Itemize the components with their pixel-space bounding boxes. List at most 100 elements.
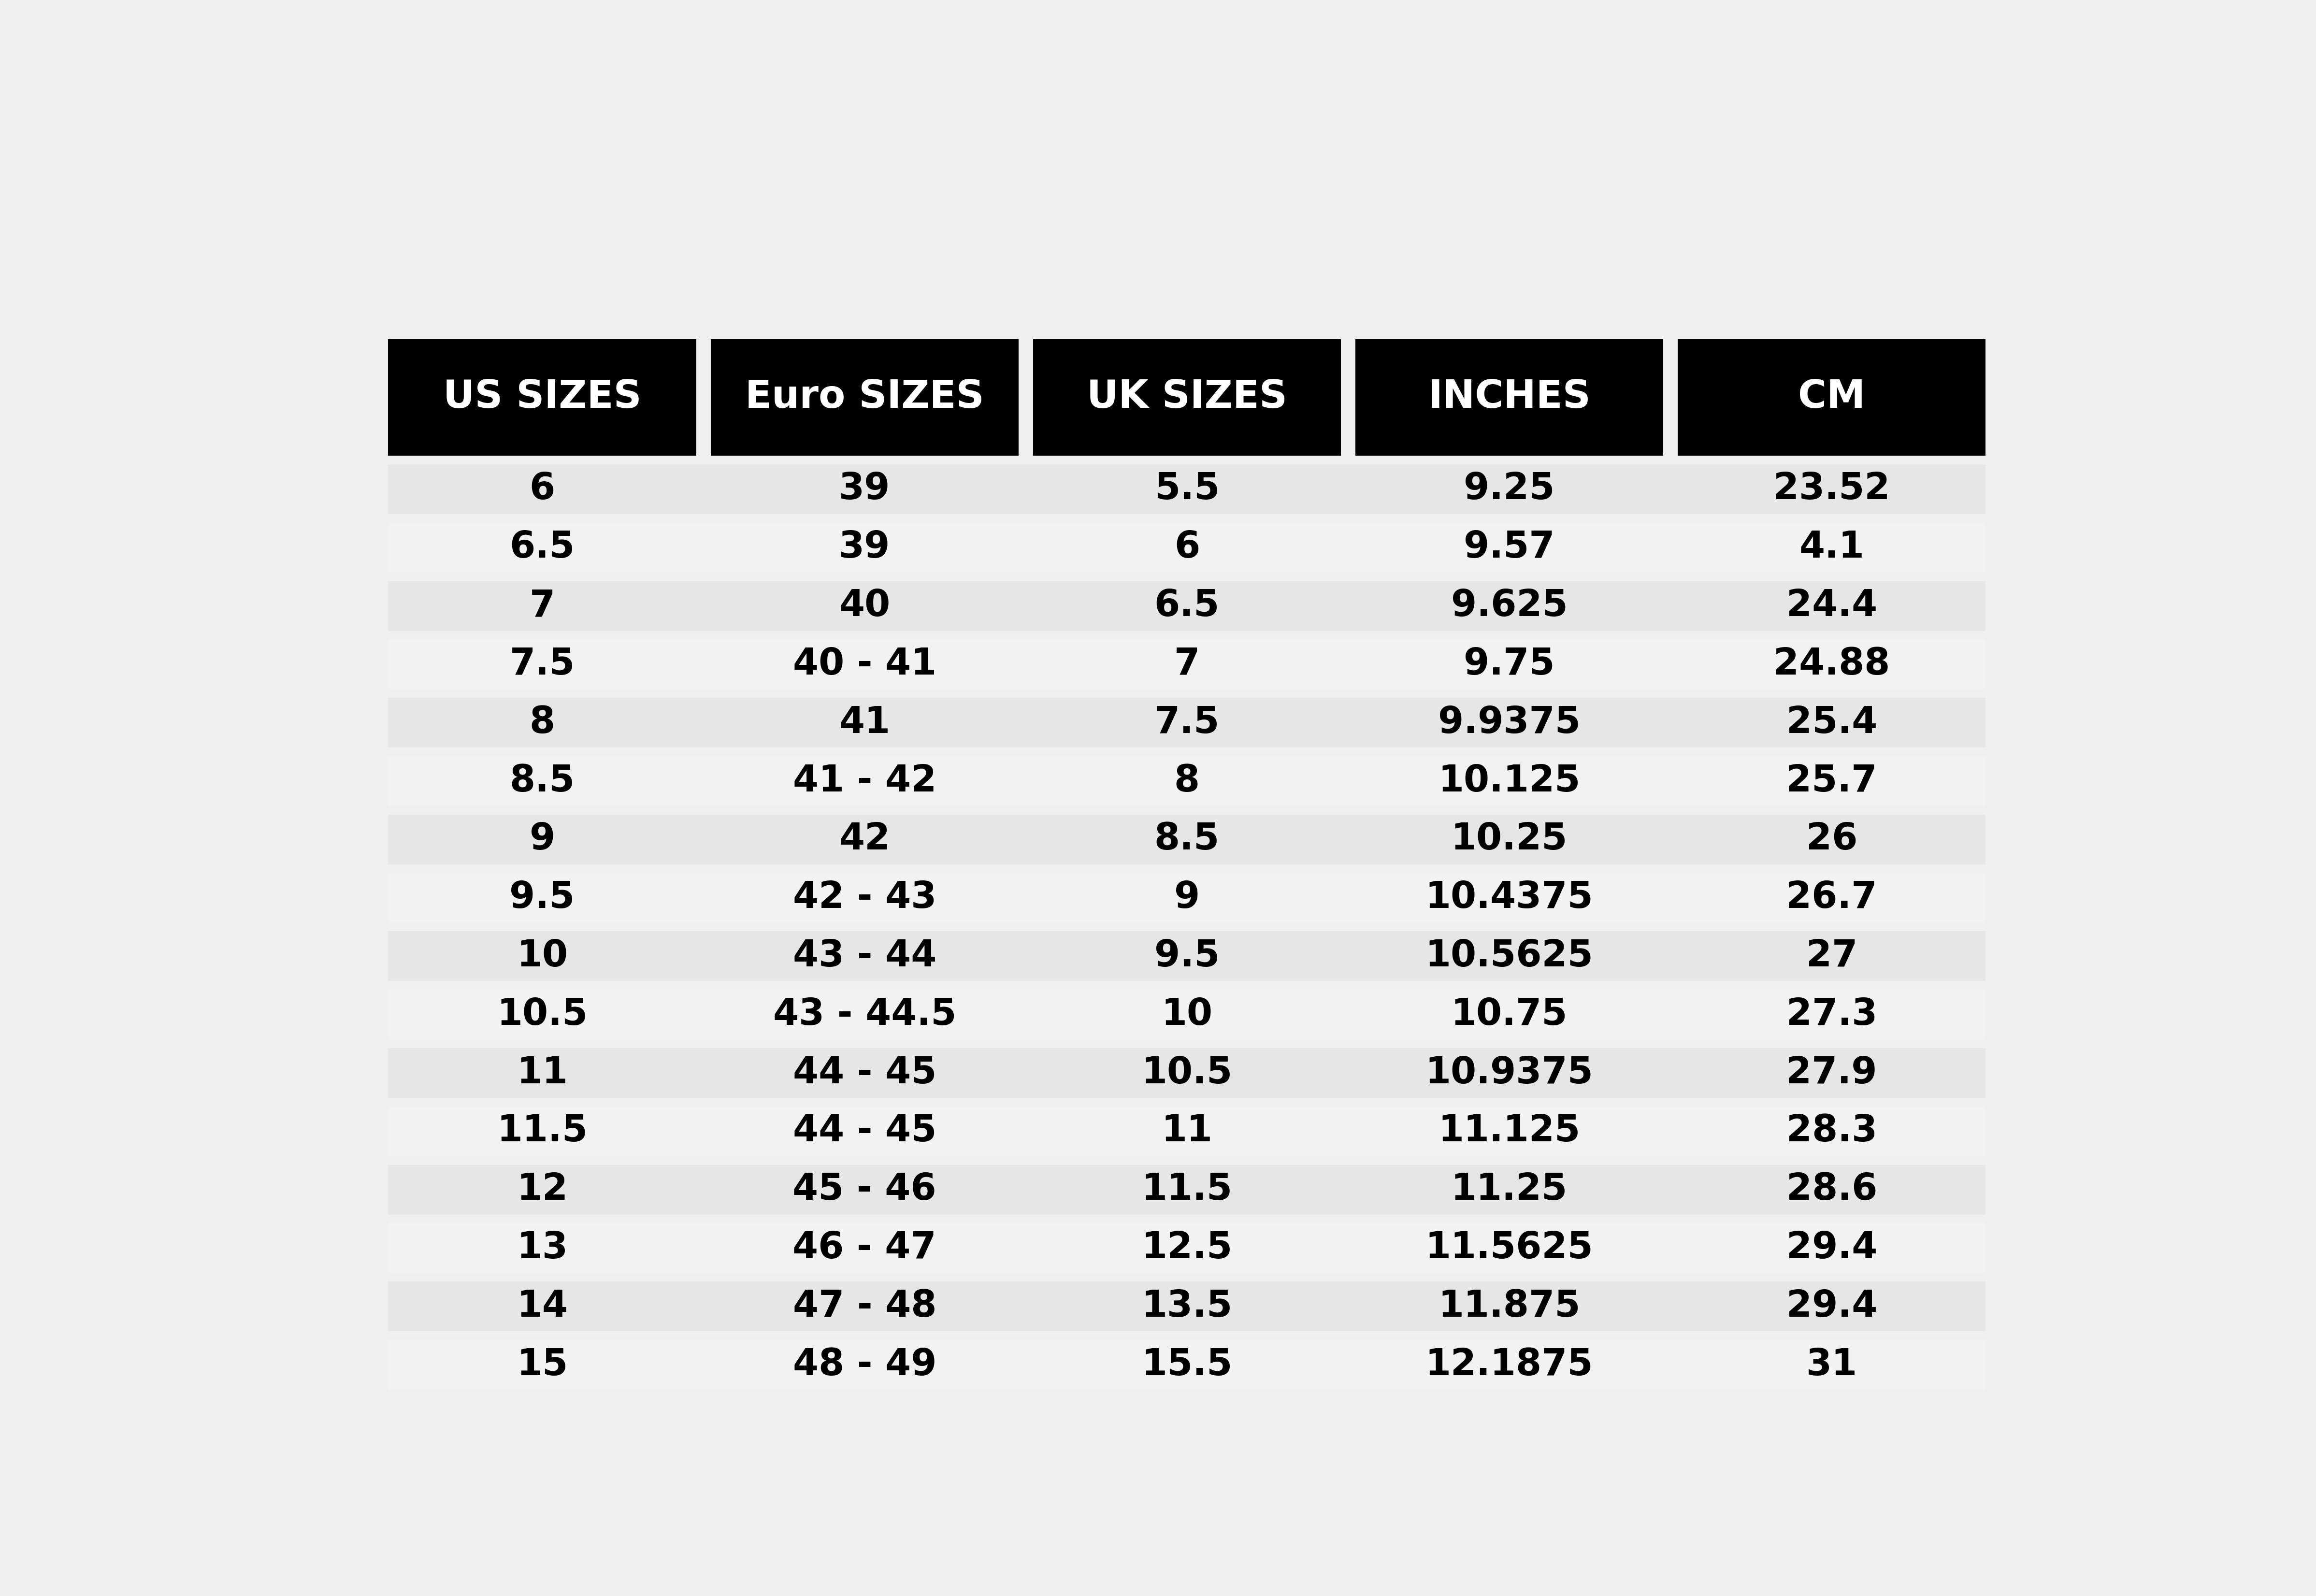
Text: 11: 11 xyxy=(1160,1114,1214,1149)
Text: 40 - 41: 40 - 41 xyxy=(792,646,936,681)
Text: 8.5: 8.5 xyxy=(1153,822,1221,857)
Text: 10.5625: 10.5625 xyxy=(1424,938,1593,974)
Bar xyxy=(389,1106,1985,1156)
Text: 7.5: 7.5 xyxy=(1153,705,1221,741)
Text: 11.5625: 11.5625 xyxy=(1424,1231,1593,1266)
Bar xyxy=(389,990,1985,1039)
Text: 39: 39 xyxy=(838,530,889,565)
Bar xyxy=(1033,338,1341,456)
Text: 9.57: 9.57 xyxy=(1464,530,1554,565)
Text: 13.5: 13.5 xyxy=(1142,1288,1232,1325)
Text: 9.9375: 9.9375 xyxy=(1438,705,1580,741)
Text: 44 - 45: 44 - 45 xyxy=(792,1055,936,1090)
Bar xyxy=(389,932,1985,982)
Bar xyxy=(389,873,1985,922)
Text: 15.5: 15.5 xyxy=(1142,1347,1232,1382)
Text: 11.5: 11.5 xyxy=(1142,1171,1232,1208)
Text: 9: 9 xyxy=(530,822,556,857)
Text: 13: 13 xyxy=(516,1231,567,1266)
Text: 10.25: 10.25 xyxy=(1452,822,1568,857)
Text: 12.5: 12.5 xyxy=(1142,1231,1232,1266)
Text: 15: 15 xyxy=(516,1347,567,1382)
Text: 24.88: 24.88 xyxy=(1774,646,1890,681)
Text: 25.7: 25.7 xyxy=(1786,763,1878,800)
Text: 9.5: 9.5 xyxy=(1153,938,1221,974)
Text: UK SIZES: UK SIZES xyxy=(1086,378,1288,417)
Text: 40: 40 xyxy=(838,587,889,624)
Text: 24.4: 24.4 xyxy=(1786,587,1878,624)
Text: 12.1875: 12.1875 xyxy=(1424,1347,1593,1382)
Text: 11.125: 11.125 xyxy=(1438,1114,1580,1149)
Text: 11.25: 11.25 xyxy=(1452,1171,1568,1208)
Text: 14: 14 xyxy=(516,1288,567,1325)
Text: 10: 10 xyxy=(1160,998,1214,1033)
Bar xyxy=(389,523,1985,573)
Bar xyxy=(389,1049,1985,1098)
Text: 11.5: 11.5 xyxy=(496,1114,588,1149)
Text: Euro SIZES: Euro SIZES xyxy=(746,378,984,417)
Text: US SIZES: US SIZES xyxy=(442,378,642,417)
Bar xyxy=(389,1341,1985,1390)
Text: 12: 12 xyxy=(516,1171,567,1208)
Text: 10.9375: 10.9375 xyxy=(1424,1055,1593,1090)
Text: 9.5: 9.5 xyxy=(510,879,574,916)
Text: 6: 6 xyxy=(530,471,556,508)
Bar xyxy=(389,814,1985,865)
Text: 7: 7 xyxy=(530,587,556,624)
Text: 9.25: 9.25 xyxy=(1464,471,1554,508)
Text: 10: 10 xyxy=(516,938,567,974)
Bar xyxy=(389,1165,1985,1215)
Text: 29.4: 29.4 xyxy=(1786,1231,1878,1266)
Text: 45 - 46: 45 - 46 xyxy=(792,1171,936,1208)
Text: 43 - 44: 43 - 44 xyxy=(792,938,936,974)
Text: 9: 9 xyxy=(1174,879,1200,916)
Text: INCHES: INCHES xyxy=(1429,378,1591,417)
Text: 23.52: 23.52 xyxy=(1774,471,1890,508)
Text: 8.5: 8.5 xyxy=(510,763,574,800)
Bar xyxy=(389,697,1985,747)
Text: 8: 8 xyxy=(530,705,556,741)
Bar xyxy=(1677,338,1985,456)
Text: 10.5: 10.5 xyxy=(496,998,588,1033)
Text: 48 - 49: 48 - 49 xyxy=(792,1347,936,1382)
Text: 25.4: 25.4 xyxy=(1786,705,1878,741)
Text: 10.5: 10.5 xyxy=(1142,1055,1232,1090)
Text: 26: 26 xyxy=(1806,822,1857,857)
Text: 27: 27 xyxy=(1806,938,1857,974)
Text: 5.5: 5.5 xyxy=(1153,471,1221,508)
Bar xyxy=(389,338,697,456)
Text: 11: 11 xyxy=(516,1055,567,1090)
Bar xyxy=(389,640,1985,689)
Text: 41 - 42: 41 - 42 xyxy=(792,763,936,800)
Text: 29.4: 29.4 xyxy=(1786,1288,1878,1325)
Text: 10.75: 10.75 xyxy=(1450,998,1568,1033)
Text: 44 - 45: 44 - 45 xyxy=(792,1114,936,1149)
Text: 11.875: 11.875 xyxy=(1438,1288,1580,1325)
Text: 10.4375: 10.4375 xyxy=(1424,879,1593,916)
Text: 7.5: 7.5 xyxy=(510,646,574,681)
Text: 9.625: 9.625 xyxy=(1450,587,1568,624)
Text: 26.7: 26.7 xyxy=(1786,879,1878,916)
Bar xyxy=(389,581,1985,630)
Text: 28.6: 28.6 xyxy=(1786,1171,1878,1208)
Text: 10.125: 10.125 xyxy=(1438,763,1580,800)
Bar xyxy=(389,1282,1985,1331)
Bar xyxy=(389,464,1985,514)
Text: 47 - 48: 47 - 48 xyxy=(792,1288,936,1325)
Text: 31: 31 xyxy=(1806,1347,1857,1382)
Text: 27.9: 27.9 xyxy=(1786,1055,1878,1090)
Text: 6.5: 6.5 xyxy=(1153,587,1221,624)
Text: 39: 39 xyxy=(838,471,889,508)
Text: 28.3: 28.3 xyxy=(1786,1114,1878,1149)
Text: 27.3: 27.3 xyxy=(1786,998,1878,1033)
Text: 9.75: 9.75 xyxy=(1464,646,1554,681)
Bar xyxy=(389,757,1985,806)
Text: 46 - 47: 46 - 47 xyxy=(792,1231,936,1266)
Text: 42: 42 xyxy=(838,822,889,857)
Text: 8: 8 xyxy=(1174,763,1200,800)
Bar xyxy=(389,1223,1985,1274)
Text: 43 - 44.5: 43 - 44.5 xyxy=(774,998,957,1033)
Text: 41: 41 xyxy=(838,705,889,741)
Bar xyxy=(711,338,1019,456)
Bar xyxy=(1355,338,1663,456)
